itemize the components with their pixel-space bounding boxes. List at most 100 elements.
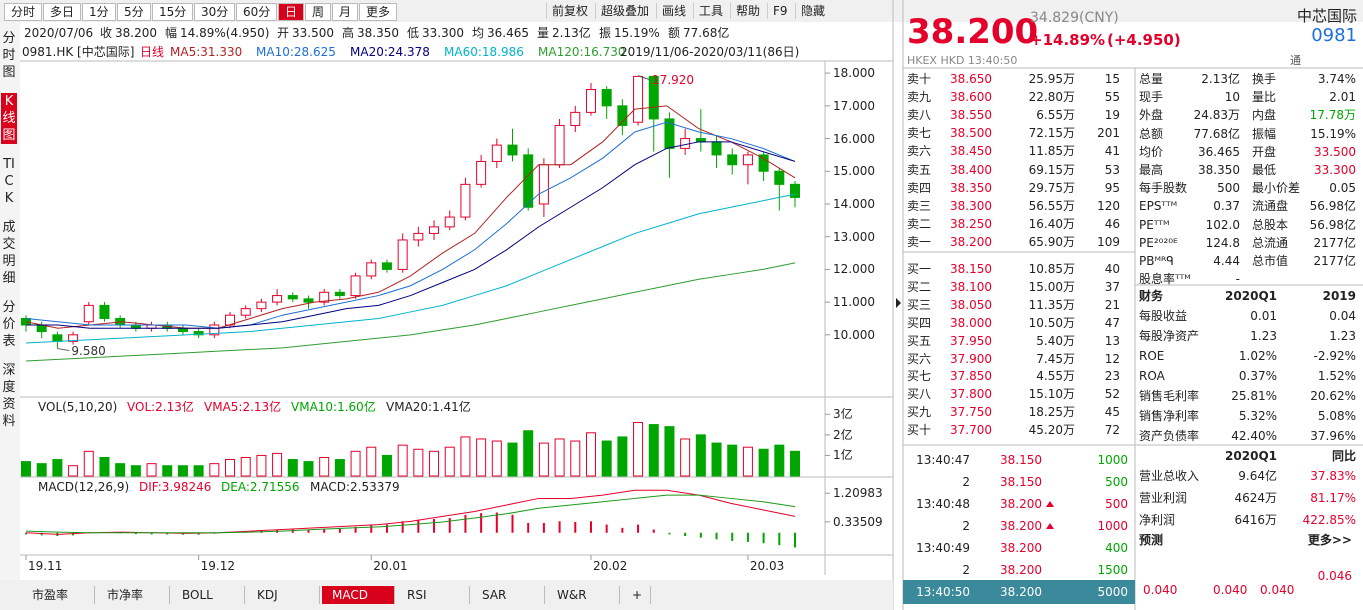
book-volume: 11.35万 xyxy=(1028,297,1075,312)
candle-body xyxy=(381,262,392,270)
book-price: 38.050 xyxy=(950,297,992,312)
bottom-bg xyxy=(0,580,893,610)
tab[interactable]: 60分 xyxy=(236,3,278,21)
candle-body xyxy=(585,88,596,113)
info-label: 量 xyxy=(537,26,550,40)
y-tick-label: 14.000 xyxy=(833,196,875,211)
book-label: 买二 xyxy=(907,279,932,294)
bottom-tab[interactable]: SAR xyxy=(472,586,545,604)
tool-button[interactable]: 前复权 xyxy=(546,3,593,19)
volume-bar xyxy=(758,448,769,477)
book-price: 37.950 xyxy=(950,333,992,348)
candle-body xyxy=(397,239,408,270)
bottom-tab[interactable]: 市净率 xyxy=(97,586,170,604)
side-tab[interactable]: 成交明细 xyxy=(2,220,16,286)
info-label: 幅 xyxy=(165,26,178,40)
finance-header: 2019 xyxy=(1322,289,1356,303)
tool-button[interactable]: 工具 xyxy=(693,3,728,19)
volume-bar xyxy=(413,448,424,477)
bottom-tab[interactable]: W&R xyxy=(547,586,620,604)
info-label: 开 xyxy=(277,26,290,40)
stat-label: 量比 xyxy=(1252,90,1277,105)
volume-bar xyxy=(162,465,173,477)
volume-bar xyxy=(366,446,377,477)
bottom-tab[interactable]: MACD xyxy=(322,586,395,604)
bottom-tab[interactable]: KDJ xyxy=(247,586,320,604)
stat-value: 77.68亿 xyxy=(1193,126,1240,141)
tab[interactable]: 周 xyxy=(305,3,332,21)
book-volume: 56.55万 xyxy=(1028,198,1075,213)
candle-body xyxy=(790,183,800,198)
stat-value: 500 xyxy=(1217,181,1240,196)
stat-value: 0.05 xyxy=(1329,181,1356,196)
tick-price: 38.200 xyxy=(1000,541,1042,555)
tick-highlight xyxy=(903,580,1135,604)
bottom-tab[interactable]: RSI xyxy=(397,586,470,604)
tab[interactable]: 日 xyxy=(278,3,305,21)
side-tab[interactable]: 分时图 xyxy=(2,31,16,80)
stat-value: 0.37 xyxy=(1213,199,1240,214)
book-label: 买七 xyxy=(907,369,932,384)
tool-button[interactable]: 隐藏 xyxy=(795,3,830,19)
tick-arrow xyxy=(1046,501,1054,507)
macd-legend: MACD:2.53379 xyxy=(310,480,400,494)
tab[interactable]: 30分 xyxy=(194,3,236,21)
dif-line xyxy=(25,489,796,535)
finance-value: 0.37% xyxy=(1238,369,1277,383)
volume-bar xyxy=(460,436,471,477)
side-tab[interactable]: 分价表 xyxy=(2,300,16,349)
book-price: 38.550 xyxy=(950,108,992,123)
tab[interactable]: 月 xyxy=(332,3,359,21)
info-value: 33.500 xyxy=(292,26,334,40)
bottom-tab[interactable]: + xyxy=(622,586,651,604)
x-tick-label: 20.01 xyxy=(373,559,408,573)
side-tab[interactable]: K线图 xyxy=(1,93,17,144)
forecast-more[interactable]: 更多>> xyxy=(1307,533,1352,547)
book-price: 38.650 xyxy=(950,72,992,86)
volume-bar xyxy=(476,438,487,477)
finance-label: 每股净资产 xyxy=(1139,329,1200,343)
tab[interactable]: 15分 xyxy=(152,3,194,21)
stat-label: PE²⁰²⁰ᴱ xyxy=(1139,235,1178,250)
tab[interactable]: 1分 xyxy=(82,3,116,21)
stat-value: 2.01 xyxy=(1329,90,1356,105)
side-tab[interactable]: 深度资料 xyxy=(2,363,16,429)
candle-body xyxy=(774,170,785,185)
book-price: 38.600 xyxy=(950,90,992,105)
book-label: 买六 xyxy=(907,351,932,366)
tool-button[interactable]: 帮助 xyxy=(730,3,765,19)
tab[interactable]: 更多 xyxy=(359,3,398,21)
candle-body xyxy=(554,124,565,166)
tab[interactable]: 多日 xyxy=(43,3,82,21)
bottom-tab[interactable]: 市盈率 xyxy=(22,586,95,604)
tab[interactable]: 5分 xyxy=(117,3,151,21)
y-tick-label: 16.000 xyxy=(833,131,875,146)
dea-line xyxy=(25,494,796,534)
book-price: 37.700 xyxy=(950,423,992,438)
quote-meta: HKEX HKD 13:40:50 xyxy=(907,54,1018,67)
book-volume: 29.75万 xyxy=(1028,180,1075,195)
volume-bar xyxy=(256,454,267,477)
tool-button[interactable]: 超级叠加 xyxy=(595,3,654,19)
tick-time: 13:40:49 xyxy=(916,541,970,555)
tool-button[interactable]: 画线 xyxy=(656,3,691,19)
collapse-arrow[interactable] xyxy=(896,298,901,308)
volume-bar xyxy=(397,444,408,477)
info-label: 均 xyxy=(472,26,485,40)
legend-range: 2019/11/06-2020/03/11(86日) xyxy=(620,45,800,59)
stat-label: 内盘 xyxy=(1252,108,1277,123)
book-label: 卖五 xyxy=(907,162,932,177)
bottom-tab[interactable]: BOLL xyxy=(172,586,245,604)
candle-body xyxy=(523,154,534,208)
volume-bar xyxy=(68,465,79,477)
side-tab[interactable]: TICK xyxy=(3,157,15,206)
stat-value: - xyxy=(1235,272,1240,287)
stat-label: 现手 xyxy=(1139,90,1164,105)
change-pct: +14.89% xyxy=(1030,31,1106,49)
book-label: 卖一 xyxy=(907,234,932,249)
volume-bar xyxy=(52,459,63,477)
macd-legend: DEA:2.71556 xyxy=(221,480,300,494)
tab[interactable]: 分时 xyxy=(4,3,43,21)
tool-button[interactable]: F9 xyxy=(767,3,793,19)
quote-icons[interactable]: 通 xyxy=(1290,54,1301,67)
